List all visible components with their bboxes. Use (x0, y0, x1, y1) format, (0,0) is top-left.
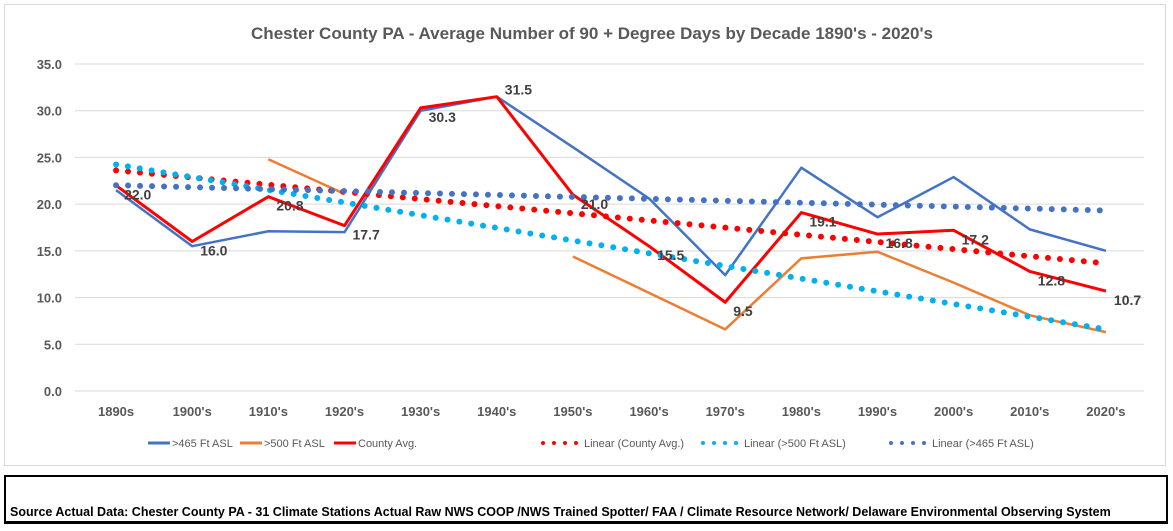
x-tick-label: 1930's (401, 404, 440, 419)
x-tick-label: 1890s (98, 404, 134, 419)
series-line-county-avg- (115, 95, 1107, 304)
x-tick-label: 1910's (249, 404, 288, 419)
data-label: 15.5 (657, 247, 684, 263)
x-tick-label: 1920's (325, 404, 364, 419)
y-tick-label: 20.0 (37, 197, 62, 212)
data-label: 21.0 (581, 196, 608, 212)
y-tick-label: 15.0 (37, 244, 62, 259)
data-label: 31.5 (505, 82, 532, 98)
y-tick-label: 10.0 (37, 291, 62, 306)
y-tick-label: 0.0 (44, 384, 62, 399)
series-line--465-ft-asl (115, 95, 1107, 277)
line-chart: Chester County PA - Average Number of 90… (37, 24, 1144, 450)
x-tick-label: 2000's (934, 404, 973, 419)
y-tick-label: 5.0 (44, 337, 62, 352)
x-tick-label: 1900's (173, 404, 212, 419)
trendline-linear-465-ft-asl- (113, 182, 1109, 214)
y-tick-label: 30.0 (37, 104, 62, 119)
x-tick-label: 1940's (477, 404, 516, 419)
chart-title: Chester County PA - Average Number of 90… (251, 24, 933, 43)
x-tick-label: 1970's (706, 404, 745, 419)
data-label: 10.7 (1114, 292, 1141, 308)
x-tick-label: 1950's (553, 404, 592, 419)
data-label: 16.0 (200, 243, 227, 259)
data-label: 17.2 (962, 231, 989, 247)
source-box: Source Actual Data: Chester County PA - … (4, 475, 1168, 524)
legend-label: Linear (>500 Ft ASL) (744, 438, 846, 450)
y-tick-label: 25.0 (37, 150, 62, 165)
trendline-linear-county-avg- (113, 167, 1109, 267)
x-tick-label: 1980's (782, 404, 821, 419)
y-tick-label: 35.0 (37, 57, 62, 72)
source-note: Source Actual Data: Chester County PA - … (10, 505, 1111, 519)
data-label: 12.8 (1038, 272, 1065, 288)
data-label: 9.5 (733, 303, 753, 319)
data-label: 22.0 (124, 186, 151, 202)
data-label: 30.3 (429, 109, 456, 125)
legend-label: Linear (County Avg.) (584, 438, 684, 450)
legend-label: >500 Ft ASL (264, 438, 325, 450)
x-tick-label: 1990's (858, 404, 897, 419)
data-label: 17.7 (353, 227, 380, 243)
chart-area (4, 4, 1166, 466)
legend-label: Linear (>465 Ft ASL) (932, 438, 1034, 450)
data-label: 19.1 (809, 214, 836, 230)
legend-label: County Avg. (358, 438, 417, 450)
data-label: 20.8 (276, 198, 303, 214)
x-tick-label: 2010's (1010, 404, 1049, 419)
x-tick-label: 2020's (1086, 404, 1125, 419)
data-label: 16.8 (886, 235, 913, 251)
legend-label: >465 Ft ASL (172, 438, 233, 450)
trendline-linear-500-ft-asl- (113, 161, 1109, 333)
x-tick-label: 1960's (629, 404, 668, 419)
